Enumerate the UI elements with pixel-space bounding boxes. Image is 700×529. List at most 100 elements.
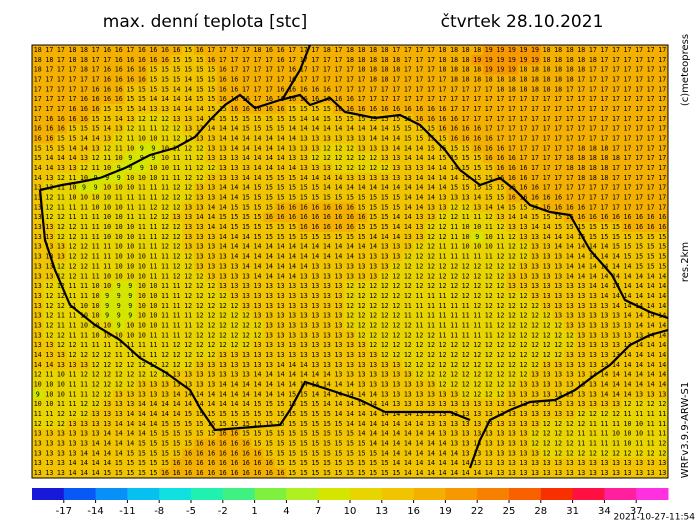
cell (552, 202, 565, 213)
cell (552, 192, 565, 203)
cell-value: 17 (554, 164, 562, 172)
cell (402, 192, 414, 203)
cell (598, 172, 611, 184)
cell (332, 202, 345, 213)
cell (633, 143, 646, 154)
cell-value: 14 (196, 115, 204, 123)
cell (124, 163, 137, 174)
cell (159, 231, 172, 243)
cell (332, 54, 345, 65)
cell (205, 468, 218, 479)
cell-value: 14 (34, 164, 42, 172)
cell-value: 16 (103, 75, 111, 83)
cell-value: 17 (658, 164, 666, 172)
cell-value: 13 (381, 262, 389, 270)
cell-value: 11 (624, 410, 632, 418)
cell (217, 418, 229, 430)
cell (540, 330, 553, 341)
cell (563, 182, 576, 193)
cell (355, 133, 368, 144)
cell (43, 291, 56, 302)
cell (413, 94, 426, 105)
cell (205, 448, 218, 459)
cell-value: 17 (658, 174, 666, 182)
cell (563, 438, 576, 449)
cell-value: 14 (566, 262, 574, 270)
cell (610, 320, 623, 331)
cell-value: 13 (57, 351, 65, 359)
cell (436, 369, 449, 380)
cell-value: 12 (45, 282, 53, 290)
cell-value: 11 (68, 381, 76, 389)
cell-value: 11 (126, 341, 134, 349)
cell-value: 9 (105, 302, 109, 310)
cell (378, 212, 391, 223)
cell-value: 11 (415, 321, 423, 329)
cell-value: 14 (624, 312, 632, 320)
cell-value: 15 (173, 449, 181, 457)
cell (529, 84, 542, 95)
cell (494, 369, 507, 380)
cell (205, 379, 218, 390)
cell-value: 13 (219, 361, 227, 369)
cell-value: 13 (577, 390, 585, 398)
cell-value: 17 (508, 144, 516, 152)
cell-value: 13 (519, 420, 527, 428)
cell (587, 94, 599, 105)
cell (413, 369, 426, 380)
cell-value: 14 (381, 400, 389, 408)
cell (55, 231, 67, 243)
cell-value: 15 (277, 440, 285, 448)
cell (390, 261, 403, 272)
cell (159, 251, 172, 262)
cell-value: 18 (543, 75, 551, 83)
cell (159, 359, 172, 371)
cell-value: 11 (439, 292, 447, 300)
cell (413, 428, 426, 439)
cell (124, 438, 137, 449)
cell (563, 222, 576, 233)
cell-value: 13 (381, 243, 389, 251)
cell (344, 389, 357, 400)
cell (205, 428, 218, 439)
cell (459, 133, 472, 144)
cell (147, 172, 160, 184)
cell-value: 11 (57, 400, 65, 408)
cell-value: 15 (647, 262, 655, 270)
cell (182, 468, 195, 479)
cell-value: 17 (658, 144, 666, 152)
cell (309, 104, 322, 115)
cell (552, 409, 565, 420)
cell (309, 202, 322, 213)
cell (124, 133, 137, 144)
cell (517, 133, 530, 144)
cell-value: 13 (473, 410, 481, 418)
color-tick-label: 10 (344, 506, 357, 517)
cell (66, 251, 79, 262)
cell-value: 14 (334, 253, 342, 261)
cell-value: 17 (415, 75, 423, 83)
cell-value: 15 (161, 420, 169, 428)
cell-value: 17 (635, 164, 643, 172)
cell (436, 418, 449, 430)
cell-value: 13 (103, 410, 111, 418)
cell-value: 15 (138, 449, 146, 457)
cell (32, 438, 44, 449)
cell-value: 10 (149, 302, 157, 310)
cell (32, 94, 44, 105)
cell (228, 300, 241, 312)
cell (55, 271, 67, 282)
cell (517, 94, 530, 105)
cell (436, 310, 449, 321)
cell (263, 310, 276, 321)
cell-value: 11 (138, 125, 146, 133)
cell-value: 13 (323, 134, 331, 142)
cell-value: 14 (207, 400, 215, 408)
cell (367, 182, 380, 193)
cell-value: 14 (415, 420, 423, 428)
cell-value: 12 (496, 282, 504, 290)
cell-value: 11 (68, 213, 76, 221)
cell-value: 13 (589, 351, 597, 359)
cell-value: 11 (115, 194, 123, 202)
cell (575, 251, 588, 262)
